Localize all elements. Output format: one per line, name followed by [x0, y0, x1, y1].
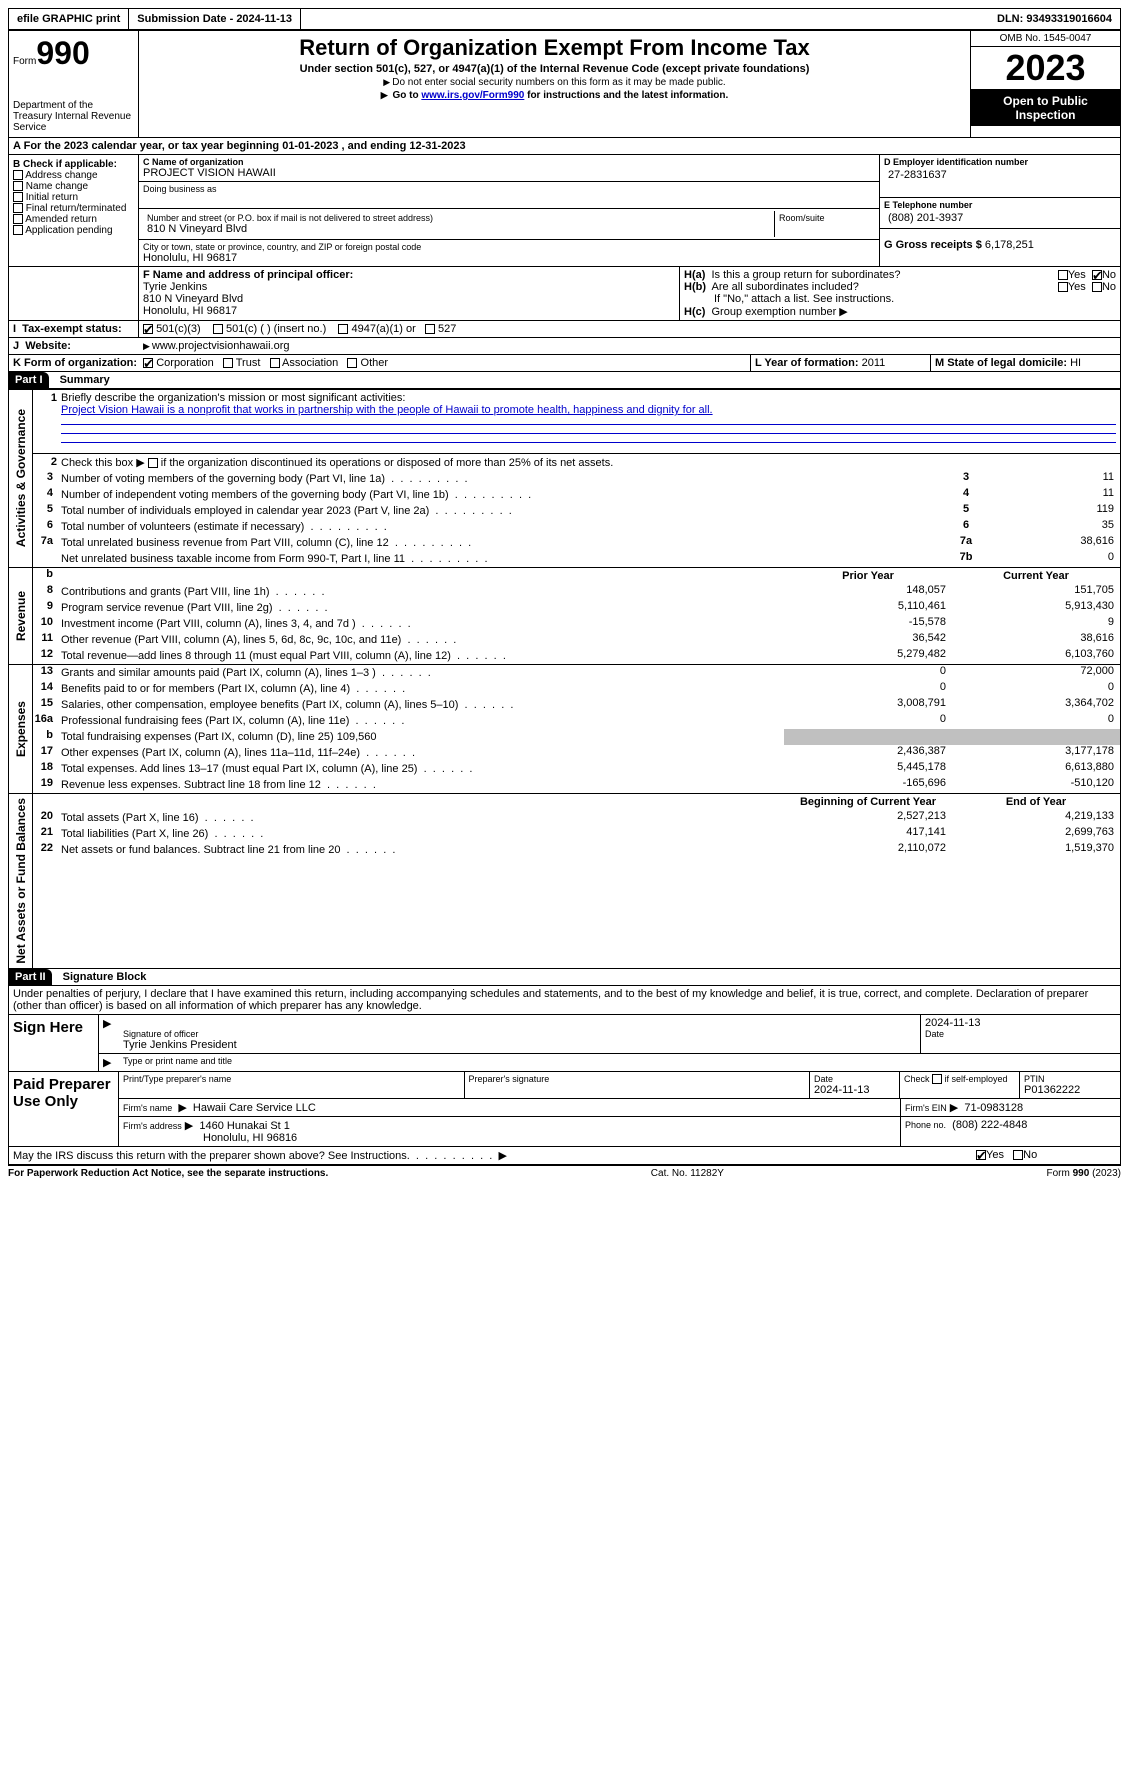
firm-phone: (808) 222-4848 — [952, 1119, 1027, 1131]
open-to-public: Open to Public Inspection — [971, 90, 1120, 126]
gross-receipts: 6,178,251 — [985, 239, 1034, 251]
website-url[interactable]: www.projectvisionhawaii.org — [152, 340, 290, 352]
org-name: PROJECT VISION HAWAII — [143, 167, 875, 179]
section-governance: Activities & Governance 1 Briefly descri… — [9, 389, 1120, 567]
section-net-assets: Net Assets or Fund Balances Beginning of… — [9, 793, 1120, 968]
ptin: P01362222 — [1024, 1084, 1116, 1096]
gov-row: 7a Total unrelated business revenue from… — [33, 535, 1120, 551]
summary-row: 18 Total expenses. Add lines 13–17 (must… — [33, 761, 1120, 777]
omb-number: OMB No. 1545-0047 — [971, 31, 1120, 47]
summary-row: 19 Revenue less expenses. Subtract line … — [33, 777, 1120, 793]
preparer-date: 2024-11-13 — [814, 1084, 895, 1096]
gov-row: 5 Total number of individuals employed i… — [33, 503, 1120, 519]
part-ii-header: Part II Signature Block — [9, 968, 1120, 986]
submission-date: Submission Date - 2024-11-13 — [129, 9, 301, 29]
summary-row: 10 Investment income (Part VIII, column … — [33, 616, 1120, 632]
city-state-zip: Honolulu, HI 96817 — [143, 252, 875, 264]
row-klm: K Form of organization: Corporation Trus… — [9, 355, 1120, 371]
firm-name: Hawaii Care Service LLC — [193, 1102, 316, 1114]
officer-name: Tyrie Jenkins President — [123, 1039, 916, 1051]
line-a-tax-year: A For the 2023 calendar year, or tax yea… — [9, 138, 1120, 155]
summary-row: 12 Total revenue—add lines 8 through 11 … — [33, 648, 1120, 664]
summary-row: 15 Salaries, other compensation, employe… — [33, 697, 1120, 713]
form-990-container: Form990 Department of the Treasury Inter… — [8, 30, 1121, 1165]
top-bar: efile GRAPHIC print Submission Date - 20… — [8, 8, 1121, 30]
summary-row: 22 Net assets or fund balances. Subtract… — [33, 842, 1120, 858]
dln-label: DLN: 93493319016604 — [989, 9, 1120, 29]
discuss-row: May the IRS discuss this return with the… — [9, 1146, 1120, 1164]
gov-row: Net unrelated business taxable income fr… — [33, 551, 1120, 567]
dept-treasury: Department of the Treasury Internal Reve… — [13, 100, 134, 133]
irs-link[interactable]: www.irs.gov/Form990 — [421, 90, 524, 101]
paid-preparer-block: Paid Preparer Use Only Print/Type prepar… — [9, 1071, 1120, 1146]
telephone: (808) 201-3937 — [884, 210, 1116, 226]
box-f: F Name and address of principal officer:… — [139, 267, 680, 320]
state-domicile: HI — [1070, 357, 1081, 369]
summary-row: 14 Benefits paid to or for members (Part… — [33, 681, 1120, 697]
section-expenses: Expenses 13 Grants and similar amounts p… — [9, 664, 1120, 793]
form-subtitle: Under section 501(c), 527, or 4947(a)(1)… — [147, 63, 962, 75]
firm-ein: 71-0983128 — [964, 1102, 1023, 1114]
firm-addr2: Honolulu, HI 96816 — [123, 1132, 297, 1144]
summary-row: b Total fundraising expenses (Part IX, c… — [33, 729, 1120, 745]
form-title: Return of Organization Exempt From Incom… — [147, 35, 962, 61]
summary-row: 20 Total assets (Part X, line 16) . . . … — [33, 810, 1120, 826]
section-revenue: Revenue b Prior Year Current Year 8 Cont… — [9, 567, 1120, 664]
summary-row: 17 Other expenses (Part IX, column (A), … — [33, 745, 1120, 761]
mission-text: Project Vision Hawaii is a nonprofit tha… — [61, 404, 713, 416]
part-i-header: Part I Summary — [9, 371, 1120, 389]
box-deg: D Employer identification number 27-2831… — [880, 155, 1120, 266]
tax-year: 2023 — [971, 47, 1120, 90]
sign-here-block: Sign Here ▶ Signature of officer Tyrie J… — [9, 1014, 1120, 1071]
gov-row: 6 Total number of volunteers (estimate i… — [33, 519, 1120, 535]
row-jkl: J Website: www.projectvisionhawaii.org — [9, 338, 1120, 355]
year-formation: 2011 — [862, 357, 886, 369]
perjury-declaration: Under penalties of perjury, I declare th… — [9, 986, 1120, 1014]
ssn-note: Do not enter social security numbers on … — [147, 77, 962, 88]
room-suite-label: Room/suite — [779, 213, 871, 223]
ein: 27-2831637 — [884, 167, 1116, 183]
summary-row: 21 Total liabilities (Part X, line 26) .… — [33, 826, 1120, 842]
page-footer: For Paperwork Reduction Act Notice, see … — [8, 1165, 1121, 1179]
row-i: I Tax-exempt status: 501(c)(3) 501(c) ( … — [9, 321, 1120, 338]
box-b: B Check if applicable: Address change Na… — [9, 155, 139, 266]
box-c: C Name of organization PROJECT VISION HA… — [139, 155, 880, 266]
form-number: Form990 — [13, 35, 134, 72]
summary-row: 11 Other revenue (Part VIII, column (A),… — [33, 632, 1120, 648]
firm-addr1: 1460 Hunakai St 1 — [199, 1120, 290, 1132]
box-h: H(a) Is this a group return for subordin… — [680, 267, 1120, 320]
summary-row: 13 Grants and similar amounts paid (Part… — [33, 665, 1120, 681]
section-bcdeg: B Check if applicable: Address change Na… — [9, 155, 1120, 267]
gov-row: 4 Number of independent voting members o… — [33, 487, 1120, 503]
gov-row: 3 Number of voting members of the govern… — [33, 471, 1120, 487]
goto-line: Go to www.irs.gov/Form990 for instructio… — [147, 90, 962, 101]
form-header: Form990 Department of the Treasury Inter… — [9, 31, 1120, 138]
summary-row: 9 Program service revenue (Part VIII, li… — [33, 600, 1120, 616]
efile-print-button[interactable]: efile GRAPHIC print — [9, 9, 129, 29]
section-fh: F Name and address of principal officer:… — [9, 267, 1120, 321]
sign-date: 2024-11-13 — [925, 1017, 1116, 1029]
street-address: 810 N Vineyard Blvd — [147, 223, 770, 235]
summary-row: 16a Professional fundraising fees (Part … — [33, 713, 1120, 729]
summary-row: 8 Contributions and grants (Part VIII, l… — [33, 584, 1120, 600]
